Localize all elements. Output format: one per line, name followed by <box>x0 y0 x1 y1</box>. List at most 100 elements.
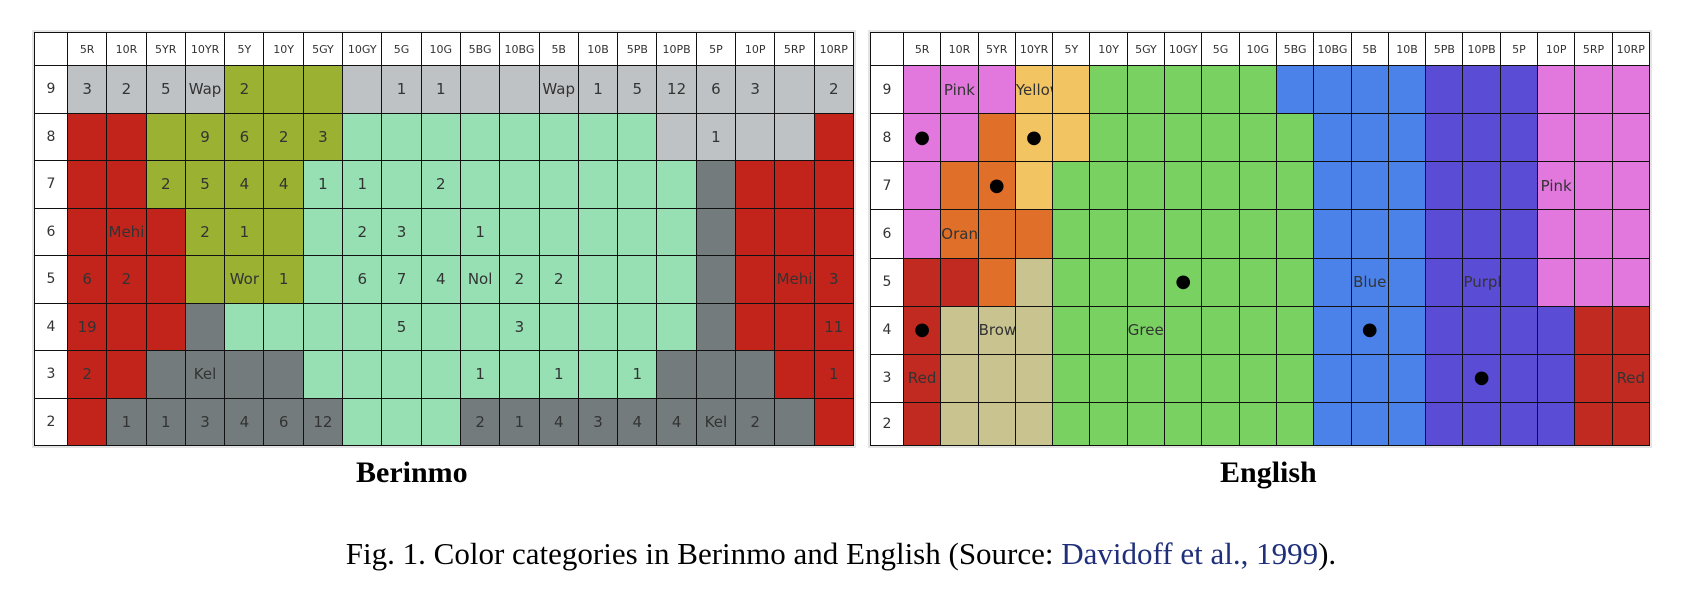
color-cell <box>1201 257 1240 307</box>
hue-header: 10YR <box>1014 32 1054 66</box>
hue-header: 5PB <box>1425 32 1464 66</box>
color-cell <box>538 112 579 161</box>
cell-label: 3 <box>593 412 603 431</box>
cell-label: 3 <box>750 80 760 99</box>
cell-label: Red <box>907 369 937 388</box>
color-cell <box>1164 209 1203 259</box>
color-cell <box>1425 401 1464 447</box>
color-cell <box>224 350 265 399</box>
english-grid: 5R 10R 5YR 10YR 5Y 10Y 5GY 10GY 5G 10G 5BG 10BG 5B 10… <box>870 32 1651 447</box>
hue-header: 5R <box>902 32 942 66</box>
cell-label: Wap <box>542 80 575 99</box>
color-cell <box>1499 209 1539 259</box>
color-cell <box>1350 64 1389 115</box>
color-cell <box>1126 401 1166 447</box>
color-cell <box>656 112 697 161</box>
cell-label: 3 <box>829 270 839 289</box>
color-cell: Green <box>1126 305 1166 355</box>
color-cell <box>342 112 383 161</box>
color-cell <box>1164 305 1203 355</box>
color-cell: 1 <box>459 207 501 256</box>
cell-label: 3 <box>514 317 525 336</box>
cell-label: 19 <box>77 317 97 336</box>
cell-label: 2 <box>475 412 485 431</box>
color-cell <box>977 209 1016 259</box>
color-cell <box>1574 209 1613 259</box>
color-cell <box>1313 64 1352 115</box>
color-cell <box>1201 401 1240 447</box>
color-cell <box>1238 305 1277 355</box>
hue-header: 10GY <box>342 32 383 66</box>
color-cell <box>1201 305 1240 355</box>
focal-point-dot: ● <box>914 319 930 341</box>
cell-label: 1 <box>160 412 171 431</box>
color-cell <box>1387 353 1427 403</box>
color-cell: 19 <box>66 302 108 351</box>
color-cell <box>1350 113 1389 163</box>
color-cell <box>499 112 540 161</box>
grid-row: 3 2 Kel 1 1 1 1 <box>34 350 855 399</box>
color-cell <box>145 255 186 304</box>
cell-label: Wap <box>188 80 222 99</box>
cell-label: 1 <box>357 175 367 194</box>
color-cell: Wor <box>224 255 265 304</box>
color-cell <box>106 302 147 351</box>
hue-header: 10RP <box>1611 32 1651 66</box>
cell-label: Mehi <box>776 270 813 289</box>
color-cell <box>342 302 383 351</box>
cell-label: Purple <box>1463 273 1499 292</box>
color-cell <box>1014 257 1054 307</box>
citation-link[interactable]: Davidoff et al., 1999 <box>1061 536 1319 571</box>
cell-label: 2 <box>121 270 132 289</box>
color-cell <box>1462 161 1501 211</box>
hue-header: 5RP <box>774 32 815 66</box>
cell-label: 2 <box>239 80 250 99</box>
color-cell: 2 <box>735 397 776 446</box>
color-cell <box>1387 64 1427 115</box>
color-cell <box>1089 305 1128 355</box>
value-header: 5 <box>34 255 68 304</box>
color-cell <box>577 160 619 209</box>
hue-header: 5B <box>538 32 579 66</box>
color-cell <box>656 302 697 351</box>
color-cell <box>1425 257 1464 307</box>
hue-header: 10G <box>1238 32 1277 66</box>
color-cell <box>1425 113 1464 163</box>
caption-suffix: ). <box>1318 536 1337 571</box>
color-cell <box>66 160 108 209</box>
color-cell <box>813 160 855 209</box>
color-cell: Orange <box>940 209 979 259</box>
color-cell: Pink <box>1537 161 1576 211</box>
berinmo-grid: 5R 10R 5YR 10YR 5Y 10Y 5GY 10GY 5G 10G 5BG 10BG 5B 10… <box>34 32 855 446</box>
hue-header: 5G <box>1201 32 1240 66</box>
color-cell <box>499 160 540 209</box>
color-cell: 2 <box>538 255 579 304</box>
color-cell <box>774 350 815 399</box>
hue-header: 10PB <box>1462 32 1501 66</box>
color-cell <box>1574 401 1613 447</box>
color-cell <box>1052 113 1091 163</box>
cell-label: 4 <box>278 175 289 194</box>
color-cell: Red <box>902 353 942 403</box>
color-cell <box>1164 113 1203 163</box>
color-cell <box>145 112 186 161</box>
cell-label: 4 <box>436 270 446 289</box>
cell-label: Brown <box>978 321 1016 340</box>
cell-label: Green <box>1127 321 1164 340</box>
color-cell <box>106 112 147 161</box>
color-cell: 4 <box>656 397 697 446</box>
color-cell <box>577 350 619 399</box>
color-cell <box>774 65 815 114</box>
color-cell <box>1089 401 1128 447</box>
color-cell <box>1126 209 1166 259</box>
color-cell: 1 <box>617 350 658 399</box>
color-cell <box>145 207 186 256</box>
cell-label: 12 <box>667 80 687 99</box>
cell-label: 6 <box>357 270 367 289</box>
color-cell <box>774 112 815 161</box>
color-cell <box>1089 257 1128 307</box>
color-cell: Nol <box>459 255 501 304</box>
cell-label: 1 <box>553 365 564 384</box>
cell-label: 2 <box>750 412 760 431</box>
color-cell <box>695 160 737 209</box>
